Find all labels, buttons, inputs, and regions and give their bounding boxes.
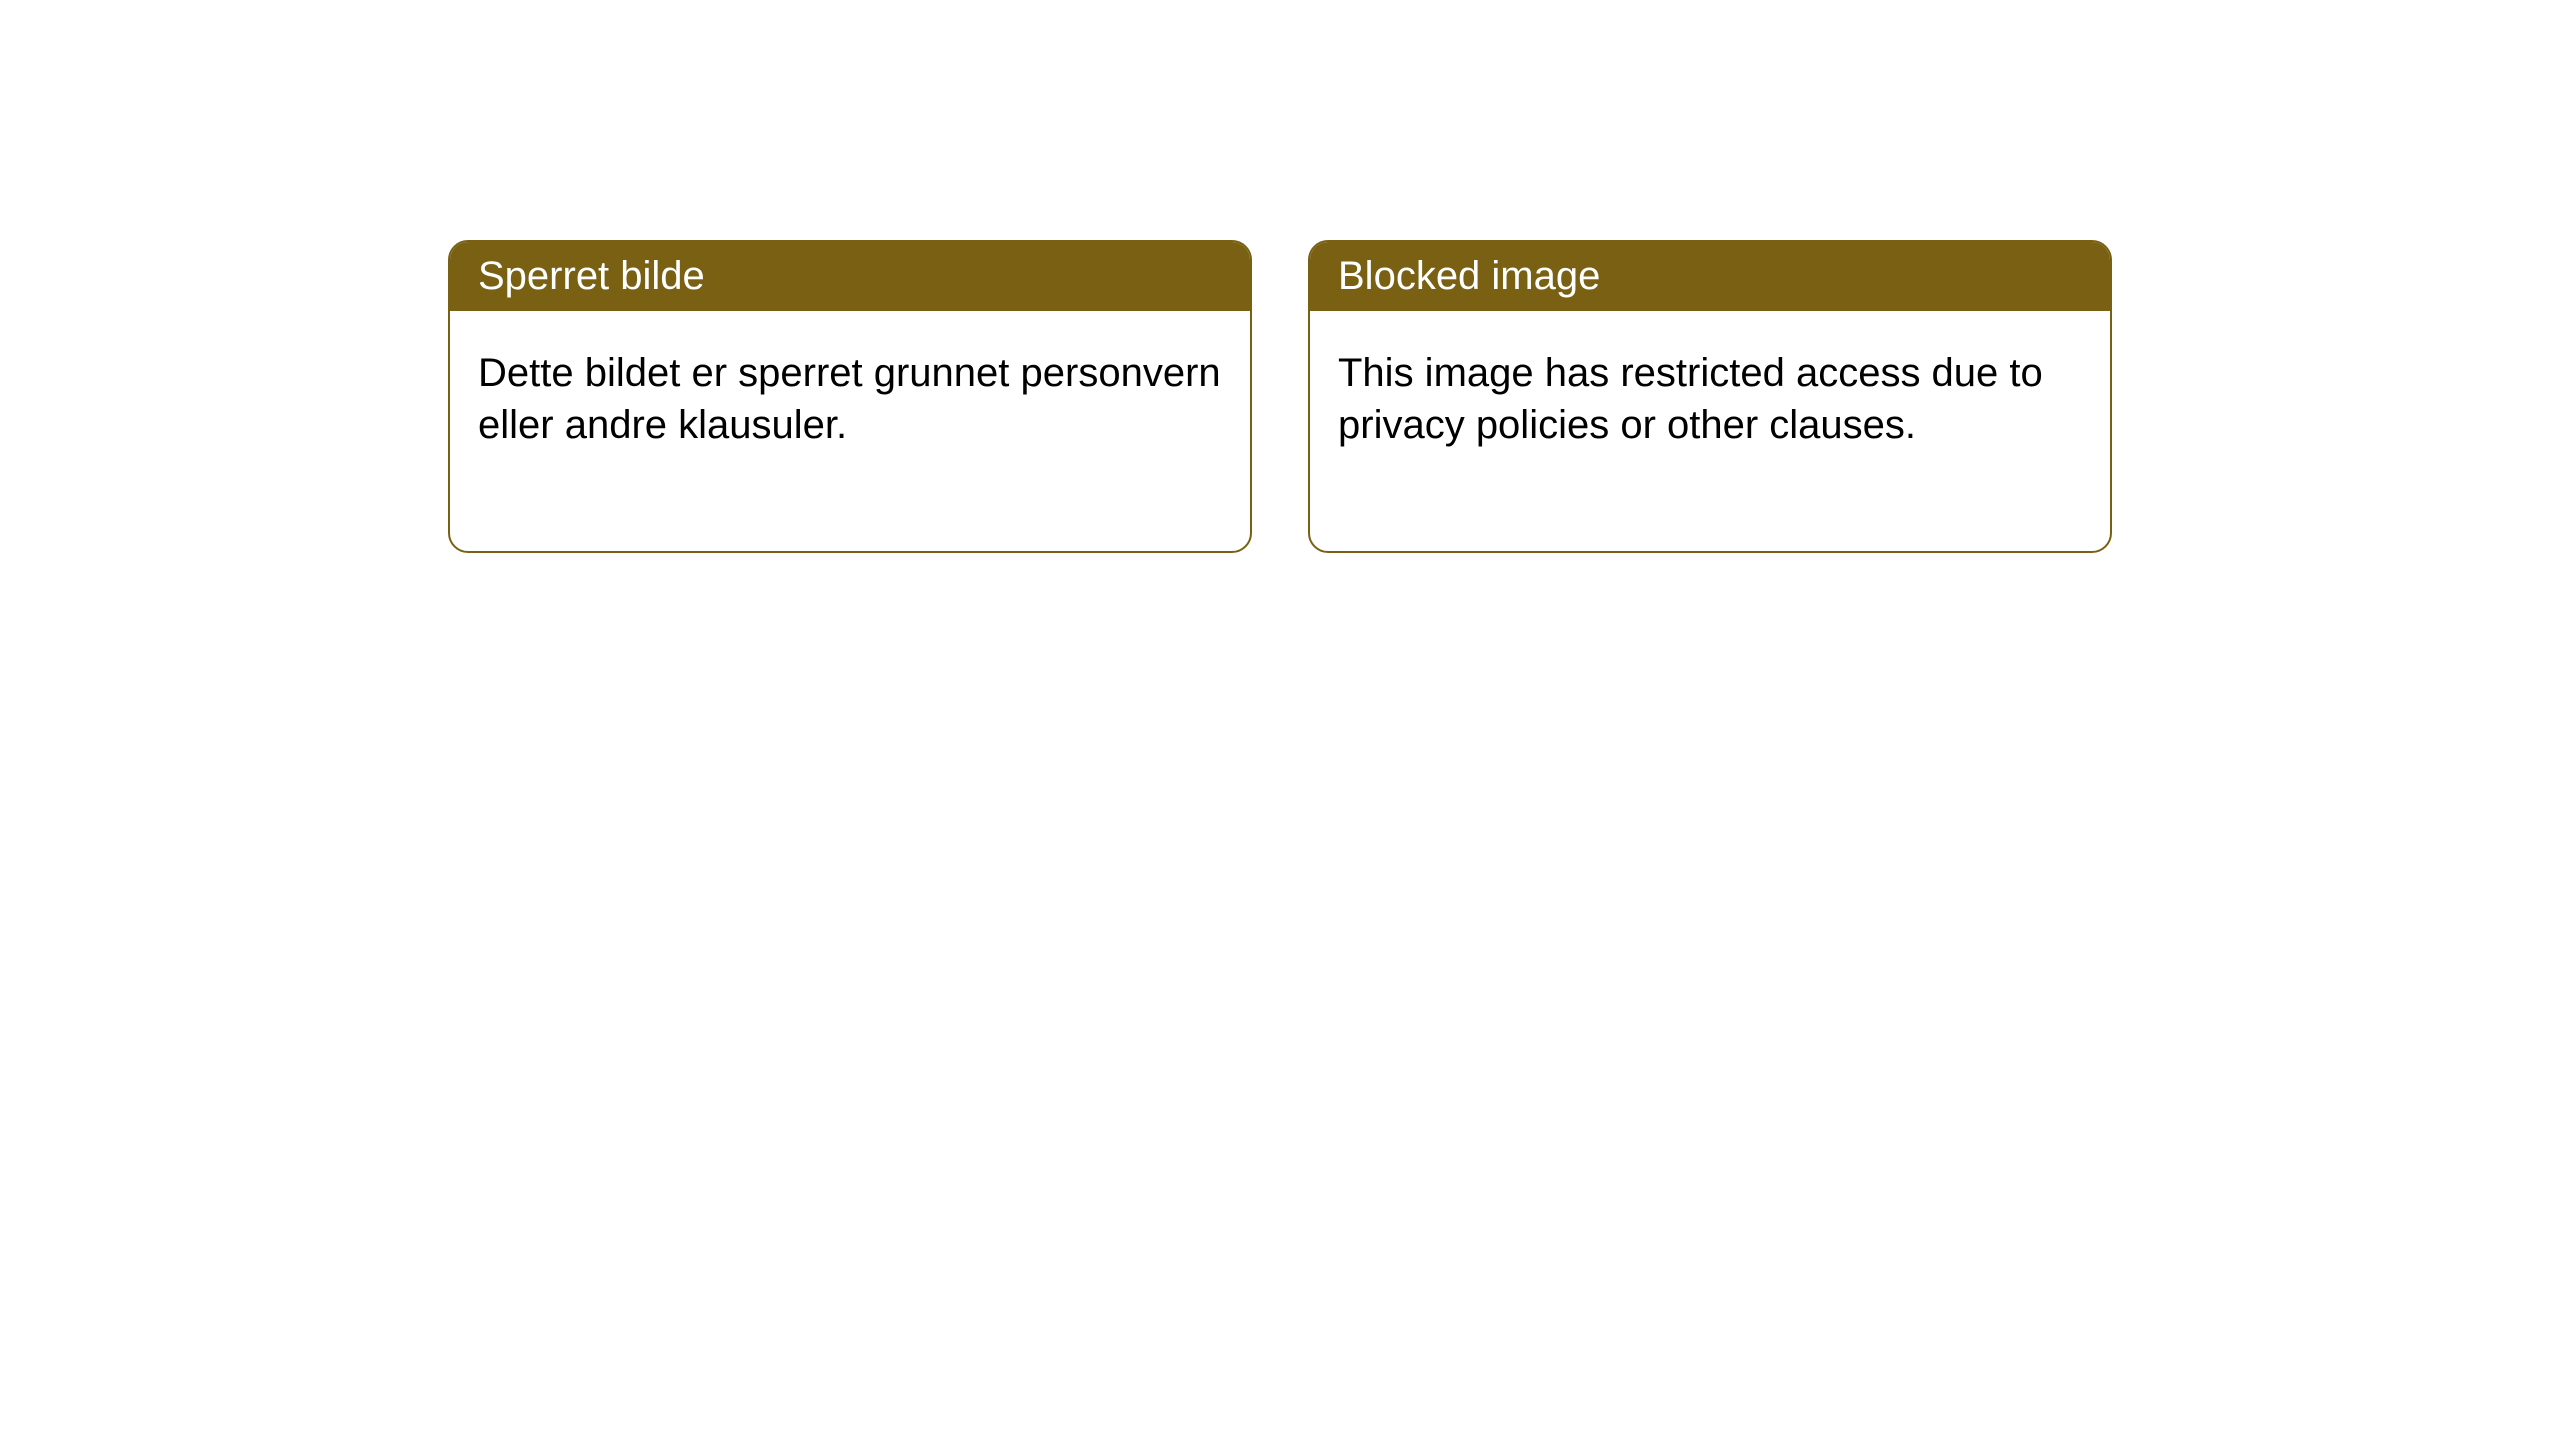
notice-card-english: Blocked image This image has restricted … xyxy=(1308,240,2112,553)
notice-card-body: Dette bildet er sperret grunnet personve… xyxy=(450,311,1250,551)
notice-card-norwegian: Sperret bilde Dette bildet er sperret gr… xyxy=(448,240,1252,553)
notice-card-container: Sperret bilde Dette bildet er sperret gr… xyxy=(0,0,2560,553)
notice-card-title: Blocked image xyxy=(1310,242,2110,311)
notice-card-body: This image has restricted access due to … xyxy=(1310,311,2110,551)
notice-card-title: Sperret bilde xyxy=(450,242,1250,311)
